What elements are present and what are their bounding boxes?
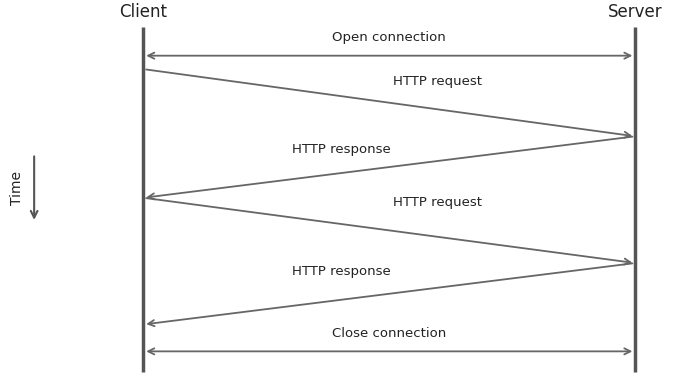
Text: Server: Server	[608, 3, 663, 21]
Text: Open connection: Open connection	[333, 31, 446, 44]
Text: Client: Client	[120, 3, 167, 21]
Text: HTTP response: HTTP response	[292, 142, 391, 156]
Text: Close connection: Close connection	[332, 327, 447, 340]
Text: HTTP response: HTTP response	[292, 265, 391, 278]
Text: HTTP request: HTTP request	[393, 75, 482, 88]
Text: Time: Time	[10, 171, 24, 205]
Text: HTTP request: HTTP request	[393, 196, 482, 209]
